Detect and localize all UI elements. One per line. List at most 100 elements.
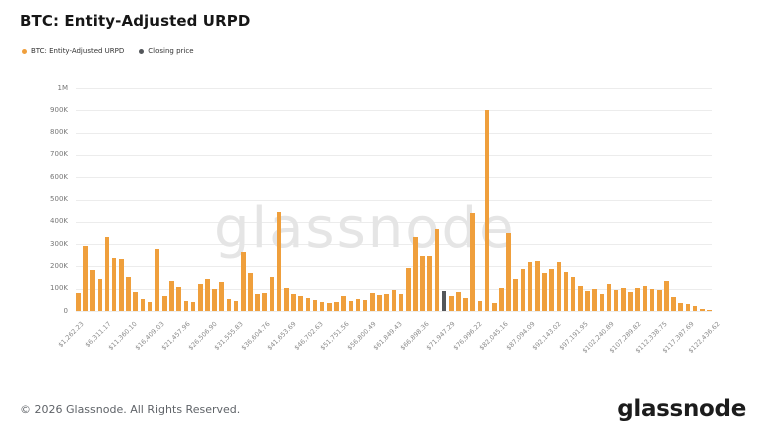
urpd-bar[interactable] xyxy=(76,292,81,311)
urpd-bar[interactable] xyxy=(355,299,361,311)
urpd-bar[interactable] xyxy=(699,309,705,311)
urpd-bar[interactable] xyxy=(262,292,268,311)
urpd-bar[interactable] xyxy=(83,246,88,311)
urpd-bar[interactable] xyxy=(219,281,225,311)
urpd-bar[interactable] xyxy=(628,291,633,311)
urpd-bar[interactable] xyxy=(563,272,569,311)
legend-label-urpd: BTC: Entity-Adjusted URPD xyxy=(31,47,125,55)
gridline xyxy=(76,266,712,268)
urpd-bar[interactable] xyxy=(319,302,325,311)
urpd-bar[interactable] xyxy=(190,302,196,311)
gridline xyxy=(76,88,712,89)
urpd-bar[interactable] xyxy=(448,295,454,311)
urpd-bar[interactable] xyxy=(427,255,433,311)
urpd-bar[interactable] xyxy=(197,284,203,311)
bars-container xyxy=(76,88,712,311)
urpd-bar[interactable] xyxy=(334,302,339,311)
legend-swatch-closing-price-icon xyxy=(139,48,145,54)
urpd-bar[interactable] xyxy=(391,290,397,311)
gridline xyxy=(76,154,712,156)
gridline xyxy=(76,221,712,223)
urpd-bar[interactable] xyxy=(606,284,612,311)
urpd-bar[interactable] xyxy=(527,262,533,311)
closing-price-bar[interactable] xyxy=(441,290,447,311)
urpd-bar[interactable] xyxy=(269,277,275,311)
urpd-bar[interactable] xyxy=(599,294,605,311)
urpd-bar[interactable] xyxy=(119,258,124,311)
legend-item-urpd[interactable]: BTC: Entity-Adjusted URPD xyxy=(22,47,124,55)
urpd-bar[interactable] xyxy=(176,286,181,311)
urpd-bar[interactable] xyxy=(233,301,239,311)
urpd-bar[interactable] xyxy=(692,305,698,311)
urpd-bar[interactable] xyxy=(384,293,389,311)
urpd-bar[interactable] xyxy=(570,276,576,311)
urpd-bar[interactable] xyxy=(90,269,95,311)
urpd-bar[interactable] xyxy=(97,279,103,311)
urpd-bar[interactable] xyxy=(154,249,160,311)
urpd-bar[interactable] xyxy=(240,251,246,311)
urpd-bar[interactable] xyxy=(542,273,547,311)
legend-item-closing-price[interactable]: Closing price xyxy=(139,47,194,55)
urpd-bar[interactable] xyxy=(578,285,583,311)
urpd-bar[interactable] xyxy=(649,288,655,311)
urpd-bar[interactable] xyxy=(226,299,232,311)
urpd-bar[interactable] xyxy=(484,110,490,311)
urpd-bar[interactable] xyxy=(169,280,174,311)
gridline xyxy=(76,311,712,312)
urpd-bar[interactable] xyxy=(413,237,418,311)
urpd-bar[interactable] xyxy=(377,295,382,311)
urpd-bar[interactable] xyxy=(671,297,676,311)
urpd-bar[interactable] xyxy=(312,300,318,311)
urpd-bar[interactable] xyxy=(133,291,138,311)
urpd-bar[interactable] xyxy=(111,257,117,311)
urpd-bar[interactable] xyxy=(362,300,368,311)
urpd-bar[interactable] xyxy=(183,301,189,311)
urpd-bar[interactable] xyxy=(499,287,504,311)
urpd-bar[interactable] xyxy=(456,292,461,311)
urpd-bar[interactable] xyxy=(370,292,375,311)
urpd-bar[interactable] xyxy=(656,290,662,311)
urpd-bar[interactable] xyxy=(126,276,131,311)
urpd-bar[interactable] xyxy=(398,293,404,311)
urpd-bar[interactable] xyxy=(707,309,712,311)
urpd-bar[interactable] xyxy=(140,299,146,311)
urpd-bar[interactable] xyxy=(470,213,476,311)
urpd-bar[interactable] xyxy=(434,228,440,311)
urpd-bar[interactable] xyxy=(556,261,562,311)
urpd-bar[interactable] xyxy=(642,285,648,311)
urpd-bar[interactable] xyxy=(635,287,640,311)
urpd-bar[interactable] xyxy=(477,301,483,311)
urpd-bar[interactable] xyxy=(463,297,468,311)
urpd-bar[interactable] xyxy=(212,289,217,311)
urpd-bar[interactable] xyxy=(513,279,519,311)
urpd-bar[interactable] xyxy=(104,236,110,311)
urpd-bar[interactable] xyxy=(621,287,626,311)
urpd-bar[interactable] xyxy=(248,272,253,311)
urpd-bar[interactable] xyxy=(341,296,346,311)
urpd-bar[interactable] xyxy=(405,267,411,311)
urpd-bar[interactable] xyxy=(678,302,684,311)
urpd-bar[interactable] xyxy=(420,256,425,311)
urpd-bar[interactable] xyxy=(162,296,167,311)
urpd-bar[interactable] xyxy=(205,278,210,311)
urpd-bar[interactable] xyxy=(613,290,619,311)
urpd-bar[interactable] xyxy=(592,289,597,311)
urpd-bar[interactable] xyxy=(491,302,497,311)
urpd-bar[interactable] xyxy=(147,301,153,311)
urpd-bar[interactable] xyxy=(255,294,260,311)
urpd-bar[interactable] xyxy=(685,304,691,311)
urpd-bar[interactable] xyxy=(305,298,311,311)
urpd-bar[interactable] xyxy=(585,290,590,311)
urpd-bar[interactable] xyxy=(283,288,289,311)
urpd-bar[interactable] xyxy=(298,296,303,311)
urpd-bar[interactable] xyxy=(520,268,526,311)
urpd-bar[interactable] xyxy=(535,260,540,311)
urpd-bar[interactable] xyxy=(549,269,554,311)
urpd-bar[interactable] xyxy=(348,301,354,311)
urpd-bar[interactable] xyxy=(664,280,669,311)
urpd-bar[interactable] xyxy=(506,233,511,311)
urpd-bar[interactable] xyxy=(327,302,332,311)
urpd-bar[interactable] xyxy=(276,211,282,311)
urpd-bar[interactable] xyxy=(291,294,296,311)
y-axis-label: 200K xyxy=(50,261,68,270)
